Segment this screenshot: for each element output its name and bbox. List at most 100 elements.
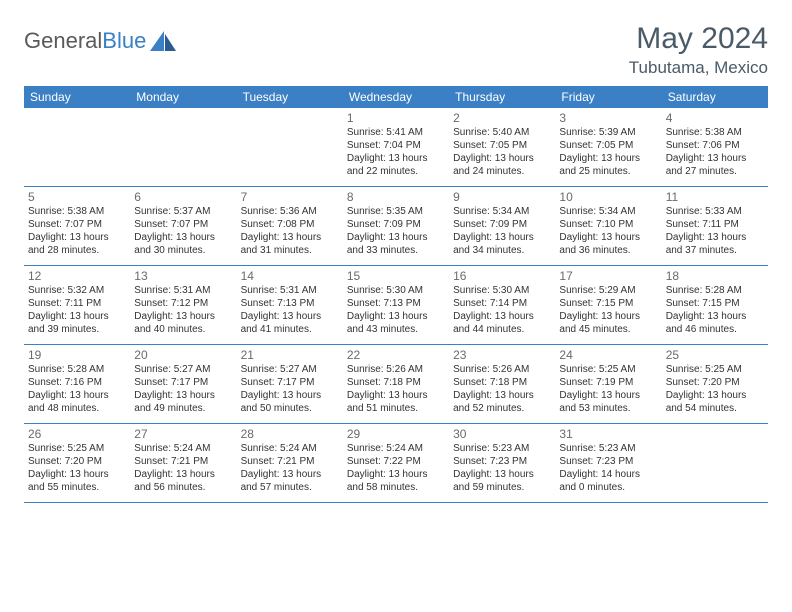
day-cell: 20Sunrise: 5:27 AMSunset: 7:17 PMDayligh… [130,345,236,423]
week-row: 0001Sunrise: 5:41 AMSunset: 7:04 PMDayli… [24,108,768,187]
day-details: Sunrise: 5:39 AMSunset: 7:05 PMDaylight:… [559,126,657,178]
day-cell: 12Sunrise: 5:32 AMSunset: 7:11 PMDayligh… [24,266,130,344]
day-cell: 8Sunrise: 5:35 AMSunset: 7:09 PMDaylight… [343,187,449,265]
location-label: Tubutama, Mexico [629,58,768,78]
sail-icon [150,31,176,51]
day-number: 3 [559,111,657,125]
day-number: 20 [134,348,232,362]
day-details: Sunrise: 5:32 AMSunset: 7:11 PMDaylight:… [28,284,126,336]
day-cell: 28Sunrise: 5:24 AMSunset: 7:21 PMDayligh… [237,424,343,502]
day-details: Sunrise: 5:24 AMSunset: 7:21 PMDaylight:… [134,442,232,494]
day-of-week-header: Sunday Monday Tuesday Wednesday Thursday… [24,86,768,108]
day-number: 8 [347,190,445,204]
day-number: 6 [134,190,232,204]
day-details: Sunrise: 5:27 AMSunset: 7:17 PMDaylight:… [134,363,232,415]
dow-monday: Monday [130,86,236,108]
day-cell: 24Sunrise: 5:25 AMSunset: 7:19 PMDayligh… [555,345,661,423]
day-details: Sunrise: 5:25 AMSunset: 7:19 PMDaylight:… [559,363,657,415]
day-cell: 0 [130,108,236,186]
day-details: Sunrise: 5:25 AMSunset: 7:20 PMDaylight:… [28,442,126,494]
week-row: 19Sunrise: 5:28 AMSunset: 7:16 PMDayligh… [24,345,768,424]
day-number: 28 [241,427,339,441]
day-cell: 30Sunrise: 5:23 AMSunset: 7:23 PMDayligh… [449,424,555,502]
day-number: 16 [453,269,551,283]
day-number: 15 [347,269,445,283]
day-number: 26 [28,427,126,441]
day-cell: 25Sunrise: 5:25 AMSunset: 7:20 PMDayligh… [662,345,768,423]
day-cell: 0 [24,108,130,186]
day-details: Sunrise: 5:28 AMSunset: 7:15 PMDaylight:… [666,284,764,336]
calendar-page: GeneralBlue May 2024 Tubutama, Mexico Su… [0,0,792,503]
dow-thursday: Thursday [449,86,555,108]
day-number: 24 [559,348,657,362]
day-details: Sunrise: 5:40 AMSunset: 7:05 PMDaylight:… [453,126,551,178]
day-number: 22 [347,348,445,362]
day-details: Sunrise: 5:33 AMSunset: 7:11 PMDaylight:… [666,205,764,257]
day-details: Sunrise: 5:41 AMSunset: 7:04 PMDaylight:… [347,126,445,178]
day-number: 7 [241,190,339,204]
brand-logo: GeneralBlue [24,28,176,54]
brand-text-b: Blue [102,28,146,54]
day-number: 21 [241,348,339,362]
day-number: 23 [453,348,551,362]
day-details: Sunrise: 5:30 AMSunset: 7:14 PMDaylight:… [453,284,551,336]
brand-text-a: General [24,28,102,54]
weeks-container: 0001Sunrise: 5:41 AMSunset: 7:04 PMDayli… [24,108,768,503]
day-details: Sunrise: 5:24 AMSunset: 7:22 PMDaylight:… [347,442,445,494]
day-cell: 19Sunrise: 5:28 AMSunset: 7:16 PMDayligh… [24,345,130,423]
day-number: 9 [453,190,551,204]
day-cell: 2Sunrise: 5:40 AMSunset: 7:05 PMDaylight… [449,108,555,186]
day-number: 18 [666,269,764,283]
day-details: Sunrise: 5:35 AMSunset: 7:09 PMDaylight:… [347,205,445,257]
day-cell: 18Sunrise: 5:28 AMSunset: 7:15 PMDayligh… [662,266,768,344]
week-row: 26Sunrise: 5:25 AMSunset: 7:20 PMDayligh… [24,424,768,503]
day-details: Sunrise: 5:28 AMSunset: 7:16 PMDaylight:… [28,363,126,415]
day-number: 4 [666,111,764,125]
day-details: Sunrise: 5:26 AMSunset: 7:18 PMDaylight:… [453,363,551,415]
day-cell: 13Sunrise: 5:31 AMSunset: 7:12 PMDayligh… [130,266,236,344]
day-cell: 4Sunrise: 5:38 AMSunset: 7:06 PMDaylight… [662,108,768,186]
day-cell: 14Sunrise: 5:31 AMSunset: 7:13 PMDayligh… [237,266,343,344]
day-details: Sunrise: 5:30 AMSunset: 7:13 PMDaylight:… [347,284,445,336]
day-details: Sunrise: 5:38 AMSunset: 7:06 PMDaylight:… [666,126,764,178]
day-number: 27 [134,427,232,441]
day-cell: 31Sunrise: 5:23 AMSunset: 7:23 PMDayligh… [555,424,661,502]
day-cell: 26Sunrise: 5:25 AMSunset: 7:20 PMDayligh… [24,424,130,502]
day-cell: 17Sunrise: 5:29 AMSunset: 7:15 PMDayligh… [555,266,661,344]
day-details: Sunrise: 5:31 AMSunset: 7:13 PMDaylight:… [241,284,339,336]
day-details: Sunrise: 5:23 AMSunset: 7:23 PMDaylight:… [559,442,657,494]
day-number: 14 [241,269,339,283]
day-number: 17 [559,269,657,283]
day-number: 13 [134,269,232,283]
day-cell: 7Sunrise: 5:36 AMSunset: 7:08 PMDaylight… [237,187,343,265]
day-cell: 5Sunrise: 5:38 AMSunset: 7:07 PMDaylight… [24,187,130,265]
day-number: 5 [28,190,126,204]
dow-friday: Friday [555,86,661,108]
day-cell: 11Sunrise: 5:33 AMSunset: 7:11 PMDayligh… [662,187,768,265]
day-cell: 27Sunrise: 5:24 AMSunset: 7:21 PMDayligh… [130,424,236,502]
day-details: Sunrise: 5:27 AMSunset: 7:17 PMDaylight:… [241,363,339,415]
week-row: 5Sunrise: 5:38 AMSunset: 7:07 PMDaylight… [24,187,768,266]
day-cell: 0 [237,108,343,186]
dow-saturday: Saturday [662,86,768,108]
dow-tuesday: Tuesday [237,86,343,108]
dow-wednesday: Wednesday [343,86,449,108]
day-number: 2 [453,111,551,125]
day-number: 31 [559,427,657,441]
month-title: May 2024 [629,22,768,56]
day-details: Sunrise: 5:25 AMSunset: 7:20 PMDaylight:… [666,363,764,415]
day-cell: 1Sunrise: 5:41 AMSunset: 7:04 PMDaylight… [343,108,449,186]
day-number: 29 [347,427,445,441]
day-number: 11 [666,190,764,204]
day-number: 30 [453,427,551,441]
day-cell: 6Sunrise: 5:37 AMSunset: 7:07 PMDaylight… [130,187,236,265]
day-details: Sunrise: 5:34 AMSunset: 7:09 PMDaylight:… [453,205,551,257]
day-details: Sunrise: 5:38 AMSunset: 7:07 PMDaylight:… [28,205,126,257]
day-number: 12 [28,269,126,283]
day-cell: 3Sunrise: 5:39 AMSunset: 7:05 PMDaylight… [555,108,661,186]
day-number: 1 [347,111,445,125]
day-details: Sunrise: 5:31 AMSunset: 7:12 PMDaylight:… [134,284,232,336]
title-block: May 2024 Tubutama, Mexico [629,22,768,78]
day-number: 10 [559,190,657,204]
day-cell: 16Sunrise: 5:30 AMSunset: 7:14 PMDayligh… [449,266,555,344]
